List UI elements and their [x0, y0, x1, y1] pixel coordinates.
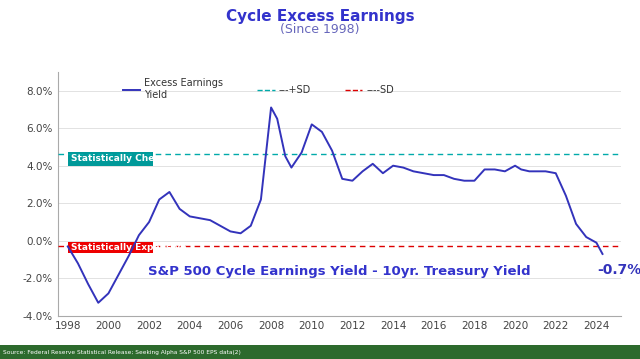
Text: -0.7%: -0.7% — [597, 263, 640, 277]
Bar — [68, 151, 153, 166]
Text: S&P 500 Cycle Earnings Yield - 10yr. Treasury Yield: S&P 500 Cycle Earnings Yield - 10yr. Tre… — [148, 265, 531, 279]
Text: Statistically Cheap: Statistically Cheap — [71, 154, 166, 163]
Text: (Since 1998): (Since 1998) — [280, 23, 360, 36]
Text: Statistically Expensive: Statistically Expensive — [71, 243, 186, 252]
Text: Source: Federal Reserve Statistical Release; Seeking Alpha S&P 500 EPS data(2): Source: Federal Reserve Statistical Rele… — [3, 350, 241, 355]
Legend: Excess Earnings
Yield, ---+SD, ----SD: Excess Earnings Yield, ---+SD, ----SD — [119, 74, 398, 104]
Bar — [68, 242, 153, 253]
Text: Cycle Excess Earnings: Cycle Excess Earnings — [226, 9, 414, 24]
